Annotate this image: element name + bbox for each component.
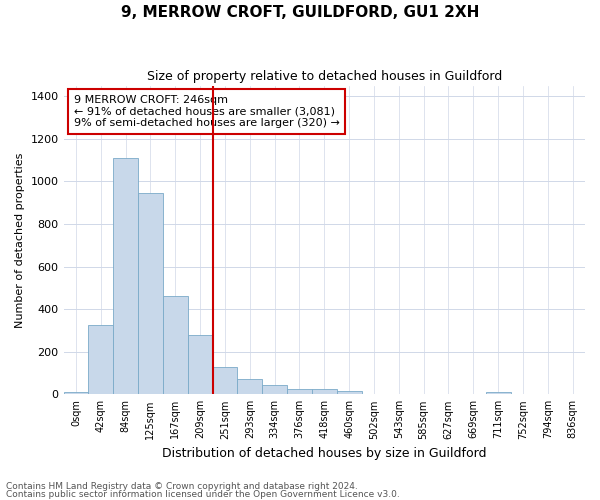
Y-axis label: Number of detached properties: Number of detached properties	[15, 152, 25, 328]
Bar	[163, 296, 188, 394]
Bar	[138, 193, 163, 394]
Bar	[262, 384, 287, 394]
Bar	[485, 392, 511, 394]
Title: Size of property relative to detached houses in Guildford: Size of property relative to detached ho…	[146, 70, 502, 83]
Bar	[212, 366, 238, 394]
Text: Contains HM Land Registry data © Crown copyright and database right 2024.: Contains HM Land Registry data © Crown c…	[6, 482, 358, 491]
Bar	[287, 389, 312, 394]
X-axis label: Distribution of detached houses by size in Guildford: Distribution of detached houses by size …	[162, 447, 487, 460]
Bar	[337, 391, 362, 394]
Text: 9 MERROW CROFT: 246sqm
← 91% of detached houses are smaller (3,081)
9% of semi-d: 9 MERROW CROFT: 246sqm ← 91% of detached…	[74, 95, 340, 128]
Bar	[238, 380, 262, 394]
Bar	[88, 325, 113, 394]
Bar	[113, 158, 138, 394]
Text: Contains public sector information licensed under the Open Government Licence v3: Contains public sector information licen…	[6, 490, 400, 499]
Bar	[64, 392, 88, 394]
Bar	[188, 334, 212, 394]
Bar	[312, 389, 337, 394]
Text: 9, MERROW CROFT, GUILDFORD, GU1 2XH: 9, MERROW CROFT, GUILDFORD, GU1 2XH	[121, 5, 479, 20]
